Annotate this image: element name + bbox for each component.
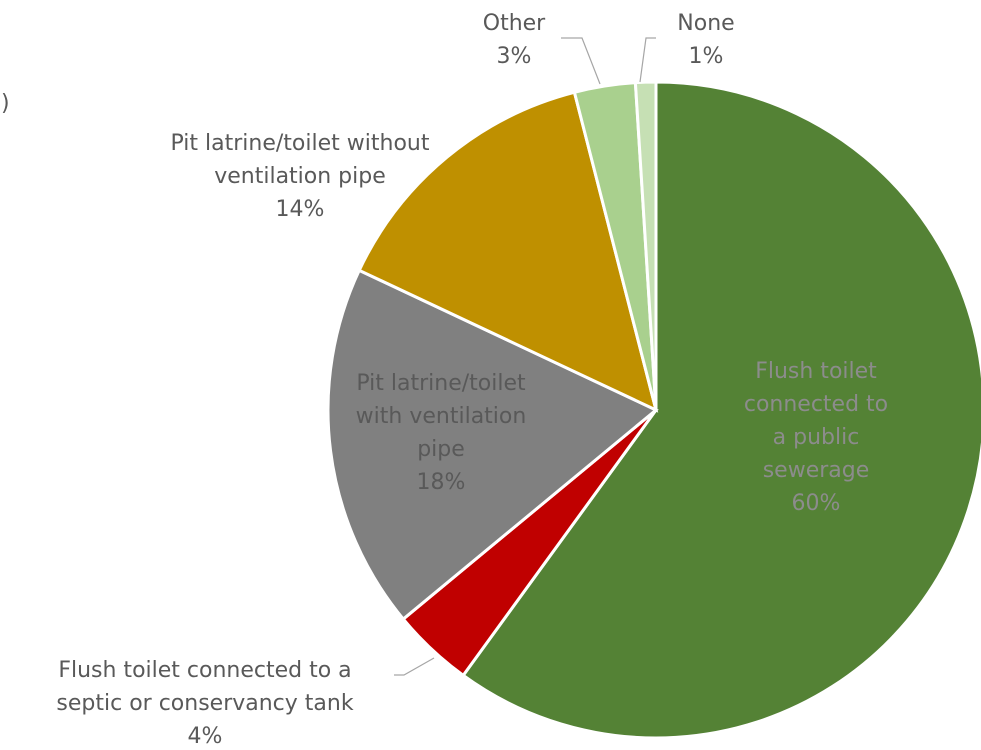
- leader-line-5: [639, 37, 656, 83]
- pie-slice-0: [461, 80, 981, 740]
- pie-slices: [326, 80, 981, 740]
- leader-line-1: [394, 657, 435, 676]
- pie-slice-5: [633, 80, 658, 411]
- pie-slice-2: [326, 268, 659, 622]
- slice-label-0: Flush toilet connected to a public sewerage…: [744, 359, 888, 516]
- slice-label-3: Pit latrine/toilet without ventilation pi…: [171, 131, 430, 222]
- slice-label-4: Other 3%: [483, 11, 546, 69]
- leader-line-4: [561, 37, 601, 85]
- leader-lines: [394, 37, 656, 676]
- slice-label-5: None 1%: [677, 11, 734, 69]
- cropped-text-fragment: ): [1, 91, 10, 116]
- slice-label-2: Pit latrine/toilet with ventilation pipe 18…: [356, 371, 527, 495]
- pie-slice-3: [357, 90, 659, 413]
- slice-label-1: Flush toilet connected to a septic or con…: [56, 658, 353, 749]
- slice-labels: Flush toilet connected to a public sewerage…: [56, 11, 888, 749]
